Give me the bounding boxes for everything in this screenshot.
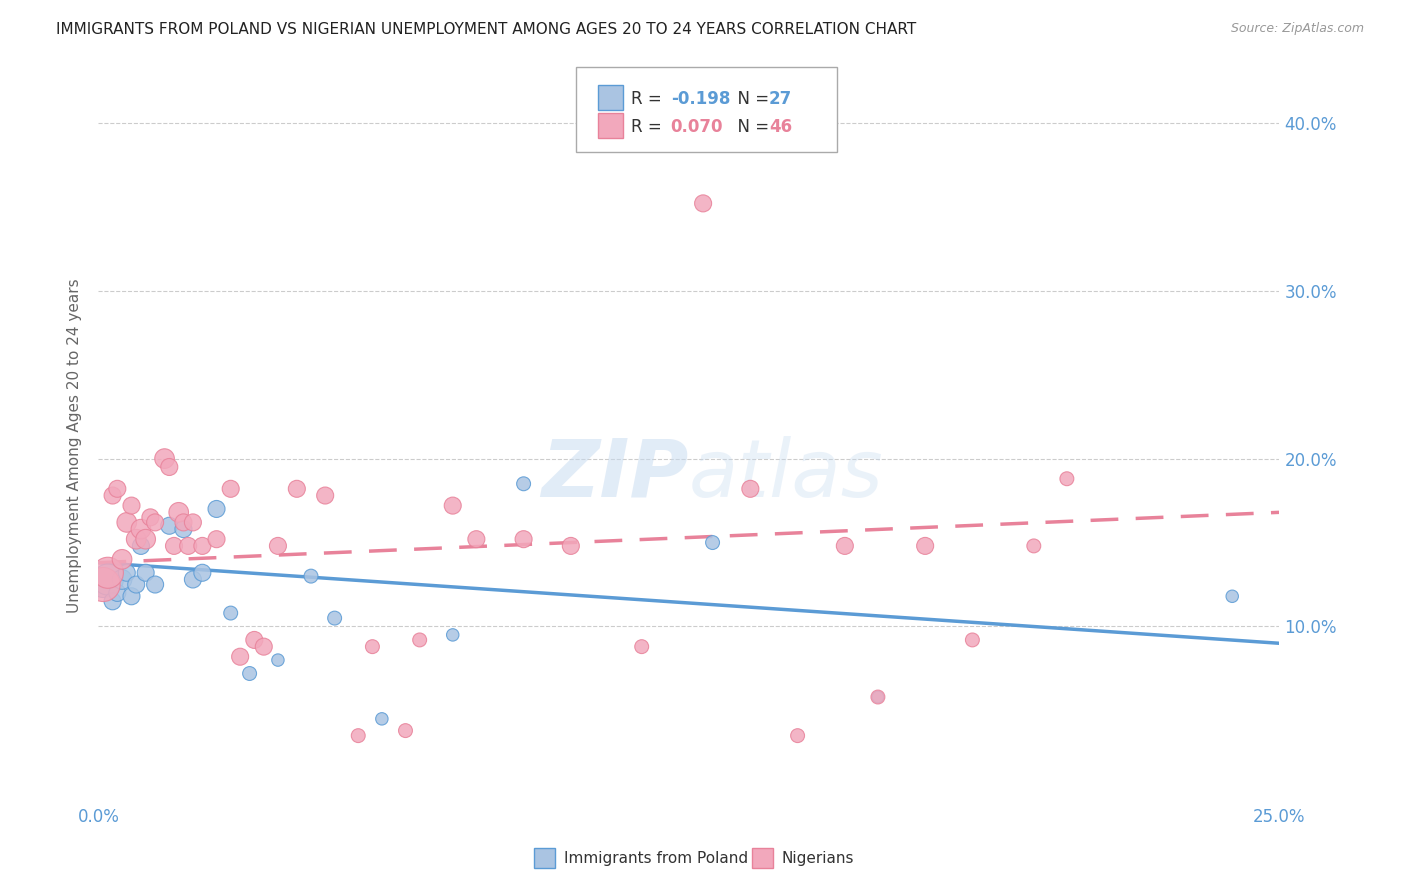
Point bbox=[786, 729, 808, 743]
Point bbox=[962, 632, 984, 647]
Text: Immigrants from Poland: Immigrants from Poland bbox=[564, 851, 748, 865]
Text: Source: ZipAtlas.com: Source: ZipAtlas.com bbox=[1230, 22, 1364, 36]
Point bbox=[129, 539, 152, 553]
Point bbox=[111, 552, 134, 566]
Y-axis label: Unemployment Among Ages 20 to 24 years: Unemployment Among Ages 20 to 24 years bbox=[67, 278, 83, 614]
Point bbox=[129, 522, 152, 536]
Point bbox=[181, 516, 204, 530]
Point bbox=[91, 577, 114, 591]
Point bbox=[167, 505, 190, 519]
Point bbox=[512, 532, 534, 546]
Point bbox=[111, 573, 134, 587]
Point bbox=[125, 577, 148, 591]
Point bbox=[105, 586, 128, 600]
Point bbox=[177, 539, 200, 553]
Point bbox=[285, 482, 308, 496]
Point bbox=[172, 522, 194, 536]
Point bbox=[205, 532, 228, 546]
Point bbox=[702, 535, 724, 549]
Point bbox=[243, 632, 266, 647]
Point bbox=[408, 632, 430, 647]
Point bbox=[219, 482, 242, 496]
Point bbox=[253, 640, 276, 654]
Point bbox=[205, 502, 228, 516]
Point bbox=[740, 482, 762, 496]
Text: Nigerians: Nigerians bbox=[782, 851, 855, 865]
Point bbox=[143, 516, 166, 530]
Point bbox=[1022, 539, 1045, 553]
Point bbox=[97, 573, 120, 587]
Point bbox=[172, 516, 194, 530]
Text: atlas: atlas bbox=[689, 435, 884, 514]
Point bbox=[866, 690, 889, 704]
Point bbox=[135, 532, 157, 546]
Text: 0.070: 0.070 bbox=[671, 119, 723, 136]
Point bbox=[347, 729, 370, 743]
Point bbox=[121, 589, 143, 603]
Point bbox=[97, 566, 120, 580]
Point bbox=[139, 510, 162, 524]
Point bbox=[163, 539, 186, 553]
Text: IMMIGRANTS FROM POLAND VS NIGERIAN UNEMPLOYMENT AMONG AGES 20 TO 24 YEARS CORREL: IMMIGRANTS FROM POLAND VS NIGERIAN UNEMP… bbox=[56, 22, 917, 37]
Text: R =: R = bbox=[631, 119, 668, 136]
Point bbox=[692, 196, 714, 211]
Point bbox=[560, 539, 582, 553]
Point bbox=[441, 499, 464, 513]
Point bbox=[143, 577, 166, 591]
Text: ZIP: ZIP bbox=[541, 435, 689, 514]
Text: N =: N = bbox=[727, 119, 775, 136]
Point bbox=[630, 640, 652, 654]
Point bbox=[834, 539, 856, 553]
Point bbox=[181, 573, 204, 587]
Text: -0.198: -0.198 bbox=[671, 90, 730, 108]
Point bbox=[153, 451, 176, 466]
Point bbox=[441, 628, 464, 642]
Text: R =: R = bbox=[631, 90, 668, 108]
Point bbox=[105, 482, 128, 496]
Text: N =: N = bbox=[727, 90, 775, 108]
Point bbox=[361, 640, 384, 654]
Point bbox=[101, 594, 124, 608]
Point bbox=[157, 460, 180, 475]
Point bbox=[239, 666, 262, 681]
Point bbox=[267, 539, 290, 553]
Point bbox=[115, 566, 138, 580]
Point bbox=[229, 649, 252, 664]
Point bbox=[465, 532, 488, 546]
Point bbox=[135, 566, 157, 580]
Point bbox=[394, 723, 416, 738]
Point bbox=[1220, 589, 1243, 603]
Point bbox=[914, 539, 936, 553]
Point bbox=[91, 577, 114, 591]
Point bbox=[1056, 472, 1078, 486]
Point bbox=[323, 611, 346, 625]
Point bbox=[191, 566, 214, 580]
Point bbox=[314, 489, 336, 503]
Point bbox=[371, 712, 394, 726]
Point bbox=[219, 606, 242, 620]
Point bbox=[512, 476, 534, 491]
Point bbox=[157, 518, 180, 533]
Point bbox=[191, 539, 214, 553]
Point bbox=[121, 499, 143, 513]
Text: 27: 27 bbox=[769, 90, 793, 108]
Text: 46: 46 bbox=[769, 119, 792, 136]
Point bbox=[115, 516, 138, 530]
Point bbox=[101, 489, 124, 503]
Point bbox=[125, 532, 148, 546]
Point bbox=[866, 690, 889, 704]
Point bbox=[267, 653, 290, 667]
Point bbox=[299, 569, 322, 583]
